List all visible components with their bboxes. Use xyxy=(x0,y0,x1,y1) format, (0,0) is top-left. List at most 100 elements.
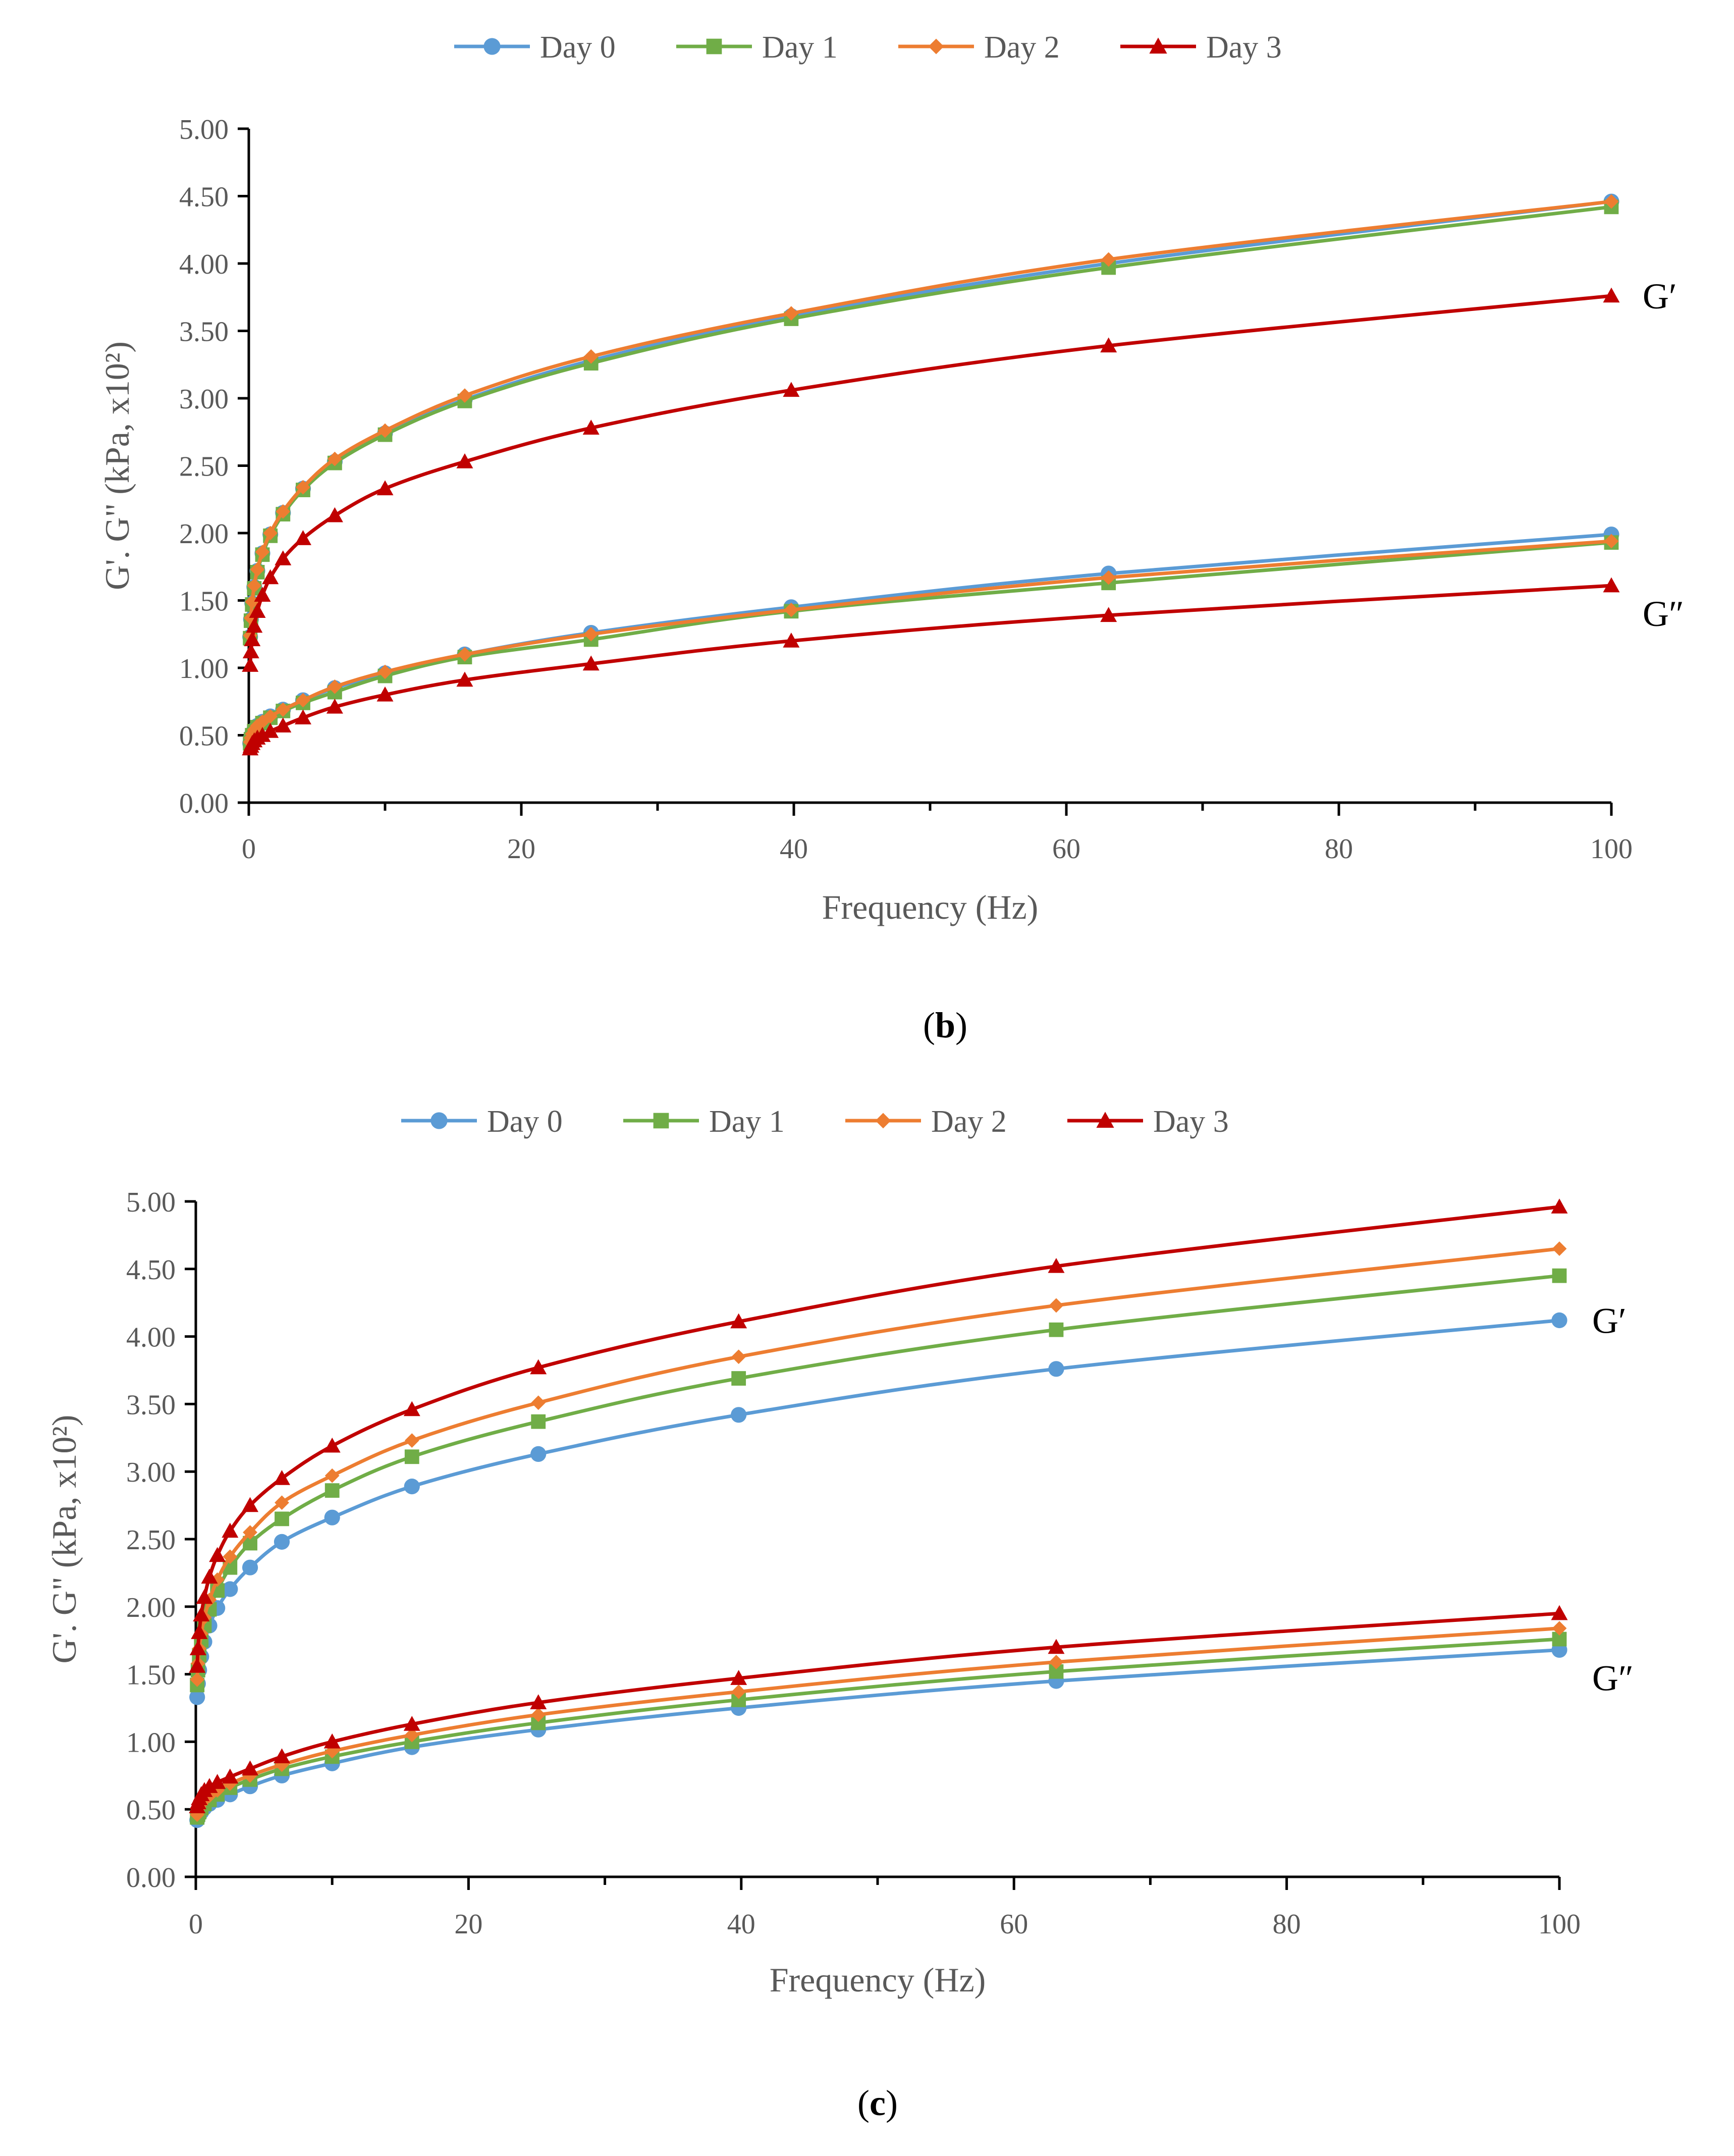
y-tick-label: 3.00 xyxy=(126,1457,176,1488)
legend-marker xyxy=(928,38,944,55)
g-prime-point xyxy=(255,544,270,559)
g-prime-point xyxy=(404,1433,419,1448)
legend-marker xyxy=(706,38,722,55)
g-prime-point xyxy=(530,1359,547,1375)
g-prime-point xyxy=(323,1437,341,1453)
g-prime-point xyxy=(783,382,800,397)
y-tick-label: 4.00 xyxy=(126,1322,176,1353)
g-prime-point xyxy=(1551,1312,1567,1329)
legend-item: Day 2 xyxy=(845,1105,1007,1139)
g-prime-point xyxy=(193,1606,210,1622)
g-double-prime-point xyxy=(296,693,310,708)
g-prime-point xyxy=(242,1559,258,1575)
y-tick-label: 2.50 xyxy=(179,451,229,483)
g-double-prime-line xyxy=(248,584,1612,750)
g-double-prime-point xyxy=(323,1733,341,1749)
g-prime-point xyxy=(1101,252,1116,267)
g-double-prime-point xyxy=(1100,607,1117,622)
x-tick-label: 0 xyxy=(189,1909,203,1940)
legend-label: Day 3 xyxy=(1206,30,1282,65)
legend-label: Day 0 xyxy=(540,30,616,65)
g-double-prime-line xyxy=(195,1637,1560,1818)
g-prime-point xyxy=(403,1401,420,1416)
g-double-prime-point xyxy=(262,722,279,738)
g-prime-point xyxy=(730,1313,747,1329)
g-prime-line xyxy=(248,205,1612,639)
g-double-prime-point xyxy=(273,1748,290,1764)
g-prime-point xyxy=(294,530,311,545)
y-tick-label: 2.00 xyxy=(126,1592,176,1623)
g-prime-point xyxy=(201,1568,218,1584)
g-prime-point xyxy=(324,1509,340,1526)
g-prime-line xyxy=(248,199,1612,636)
legend-item: Day 0 xyxy=(401,1105,563,1139)
g-prime-point xyxy=(377,423,393,438)
g-prime-point xyxy=(784,306,799,321)
g-prime-line xyxy=(248,199,1612,637)
x-tick-label: 40 xyxy=(780,833,808,865)
y-tick-label: 0.50 xyxy=(179,721,229,752)
y-tick-label: 1.00 xyxy=(126,1727,176,1758)
x-tick-label: 20 xyxy=(454,1909,482,1940)
g-prime-point xyxy=(245,594,260,609)
g-prime-point xyxy=(263,525,278,541)
g-prime-point xyxy=(404,1479,420,1495)
g-prime-point xyxy=(1100,337,1117,353)
legend-marker xyxy=(875,1113,891,1129)
y-tick-label: 3.00 xyxy=(179,384,229,415)
g-prime-point xyxy=(209,1547,226,1562)
series-day-2 xyxy=(190,1241,1567,1822)
g-double-prime-point xyxy=(255,714,270,729)
g-double-prime-point xyxy=(731,1684,746,1699)
g-prime-line xyxy=(195,1274,1560,1686)
panel-caption: (b) xyxy=(923,1005,967,1045)
legend-item: Day 0 xyxy=(454,30,616,65)
g-prime-point xyxy=(1604,194,1619,209)
g-double-prime-point xyxy=(376,686,394,702)
g-prime-point xyxy=(244,631,261,647)
g-prime-label: G′ xyxy=(1592,1300,1627,1341)
g-prime-point xyxy=(273,1470,290,1485)
legend-label: Day 2 xyxy=(984,30,1060,65)
y-tick-label: 3.50 xyxy=(179,317,229,348)
series-day-2 xyxy=(243,194,1619,750)
y-tick-label: 0.00 xyxy=(179,788,229,819)
g-prime-point xyxy=(275,550,292,565)
g-prime-point xyxy=(376,480,394,496)
y-tick-label: 4.50 xyxy=(179,182,229,213)
g-double-prime-label: G″ xyxy=(1592,1658,1634,1698)
g-double-prime-point xyxy=(210,1783,225,1798)
g-prime-line xyxy=(195,1205,1560,1666)
g-double-prime-point xyxy=(243,1768,257,1783)
legend-label: Day 0 xyxy=(487,1105,563,1139)
g-double-prime-point xyxy=(294,709,311,724)
g-prime-point xyxy=(243,1525,257,1540)
x-tick-label: 20 xyxy=(507,833,535,865)
g-prime-point xyxy=(1048,1361,1064,1377)
g-prime-point xyxy=(1049,1322,1064,1337)
g-prime-point xyxy=(731,1371,746,1386)
g-double-prime-point xyxy=(263,709,278,724)
g-prime-point xyxy=(191,1624,208,1639)
g-prime-point xyxy=(223,1549,238,1564)
g-double-prime-point xyxy=(582,655,600,671)
g-prime-point xyxy=(249,603,266,618)
y-axis-label: G'. G" (kPa, x10²) xyxy=(45,1415,83,1664)
g-prime-point xyxy=(531,1414,546,1429)
caption-close: ) xyxy=(955,1005,967,1045)
g-prime-point xyxy=(243,610,258,625)
g-prime-point xyxy=(404,1449,419,1464)
g-double-prime-point xyxy=(457,647,472,662)
g-double-prime-point xyxy=(275,717,292,733)
g-double-prime-point xyxy=(201,1778,218,1793)
y-tick-label: 5.00 xyxy=(179,114,229,145)
legend-item: Day 3 xyxy=(1120,30,1282,65)
g-prime-point xyxy=(275,1495,289,1510)
legend: Day 0 Day 1 Day 2 Day 3 xyxy=(454,30,1282,65)
g-double-prime-point xyxy=(1049,1655,1064,1669)
g-prime-point xyxy=(242,1497,259,1512)
g-prime-point xyxy=(246,617,263,633)
g-double-prime-point xyxy=(254,727,271,742)
g-prime-point xyxy=(276,504,291,519)
g-double-prime-point xyxy=(1101,570,1116,585)
